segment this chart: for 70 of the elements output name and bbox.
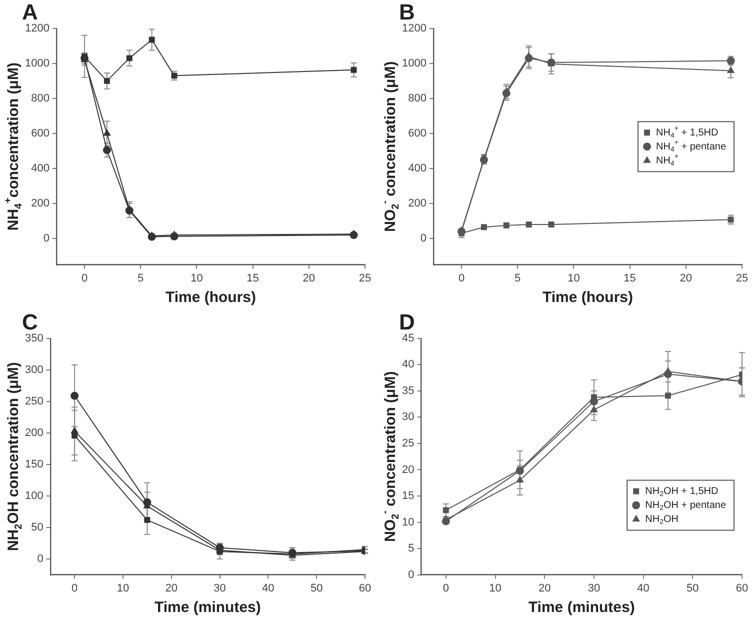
x-tick-label: 10 [190, 272, 203, 284]
y-tick-label: 1000 [402, 57, 426, 70]
x-tick-label: 20 [302, 272, 316, 284]
y-tick-label: 600 [408, 128, 426, 140]
x-tick-label: 0 [442, 582, 449, 594]
y-tick-label: 150 [24, 458, 44, 471]
y-tick-label: 20 [402, 464, 414, 476]
y-axis-title: NO2- concentration (μM) [380, 61, 402, 232]
x-tick-label: 15 [246, 272, 259, 284]
y-tick-label: 400 [408, 162, 426, 175]
y-tick-label: 45 [402, 332, 414, 344]
y-tick-label: 50 [31, 522, 44, 534]
chart-title: B [399, 0, 415, 24]
x-tick-label: 25 [736, 272, 748, 284]
x-tick-label: 10 [116, 582, 130, 594]
x-tick-label: 30 [214, 582, 226, 594]
x-tick-label: 60 [736, 582, 748, 594]
x-tick-label: 40 [262, 582, 274, 594]
x-tick-label: 50 [686, 582, 699, 594]
y-tick-label: 15 [402, 490, 414, 502]
y-tick-label: 1000 [24, 57, 50, 70]
x-tick-label: 5 [138, 272, 144, 284]
y-tick-label: 200 [31, 198, 50, 210]
chart-title: D [399, 309, 415, 334]
y-tick-label: 1200 [402, 22, 426, 34]
y-tick-label: 40 [402, 358, 414, 371]
y-axis-title: NH2OH concentration (μM) [5, 362, 24, 552]
x-axis-title: Time (hours) [165, 289, 256, 306]
y-tick-label: 0 [420, 232, 426, 245]
y-tick-label: 200 [408, 198, 426, 210]
y-tick-label: 0 [37, 553, 44, 566]
x-axis-title: Time (minutes) [528, 599, 635, 616]
y-tick-label: 5 [408, 542, 414, 555]
y-tick-label: 100 [24, 490, 44, 502]
x-tick-label: 0 [81, 272, 88, 284]
x-tick-label: 30 [588, 582, 600, 594]
y-tick-label: 800 [31, 92, 50, 104]
x-tick-label: 10 [489, 582, 502, 594]
x-tick-label: 0 [71, 582, 78, 594]
y-tick-label: 10 [402, 516, 414, 528]
y-tick-label: 300 [24, 364, 44, 376]
x-tick-label: 0 [458, 272, 465, 284]
y-tick-label: 35 [402, 384, 414, 397]
x-tick-label: 20 [165, 582, 178, 594]
x-tick-label: 25 [358, 272, 372, 284]
x-tick-label: 10 [568, 272, 580, 284]
y-tick-label: 30 [402, 411, 414, 424]
x-tick-label: 20 [680, 272, 692, 284]
x-axis-title: Time (hours) [542, 289, 634, 306]
x-axis-title: Time (minutes) [154, 599, 261, 616]
y-axis-title: NH4+concentration (μM) [3, 62, 24, 231]
y-tick-label: 1200 [24, 22, 50, 34]
y-tick-label: 400 [31, 162, 50, 175]
chart-title: A [22, 0, 38, 24]
y-tick-label: 600 [31, 128, 50, 140]
y-tick-label: 0 [43, 232, 50, 245]
x-tick-label: 20 [538, 582, 551, 594]
y-tick-label: 0 [408, 568, 414, 581]
x-tick-label: 60 [358, 582, 372, 594]
x-tick-label: 15 [624, 272, 636, 284]
chart-title: C [22, 309, 38, 334]
y-axis-title: NO2- concentration (μM) [380, 371, 402, 542]
y-tick-label: 25 [402, 438, 414, 450]
x-tick-label: 5 [514, 272, 521, 284]
y-tick-label: 350 [24, 332, 44, 344]
x-tick-label: 50 [310, 582, 323, 594]
x-tick-label: 40 [637, 582, 650, 594]
y-tick-label: 800 [408, 92, 426, 104]
y-tick-label: 250 [24, 395, 44, 408]
y-tick-label: 200 [24, 426, 44, 439]
